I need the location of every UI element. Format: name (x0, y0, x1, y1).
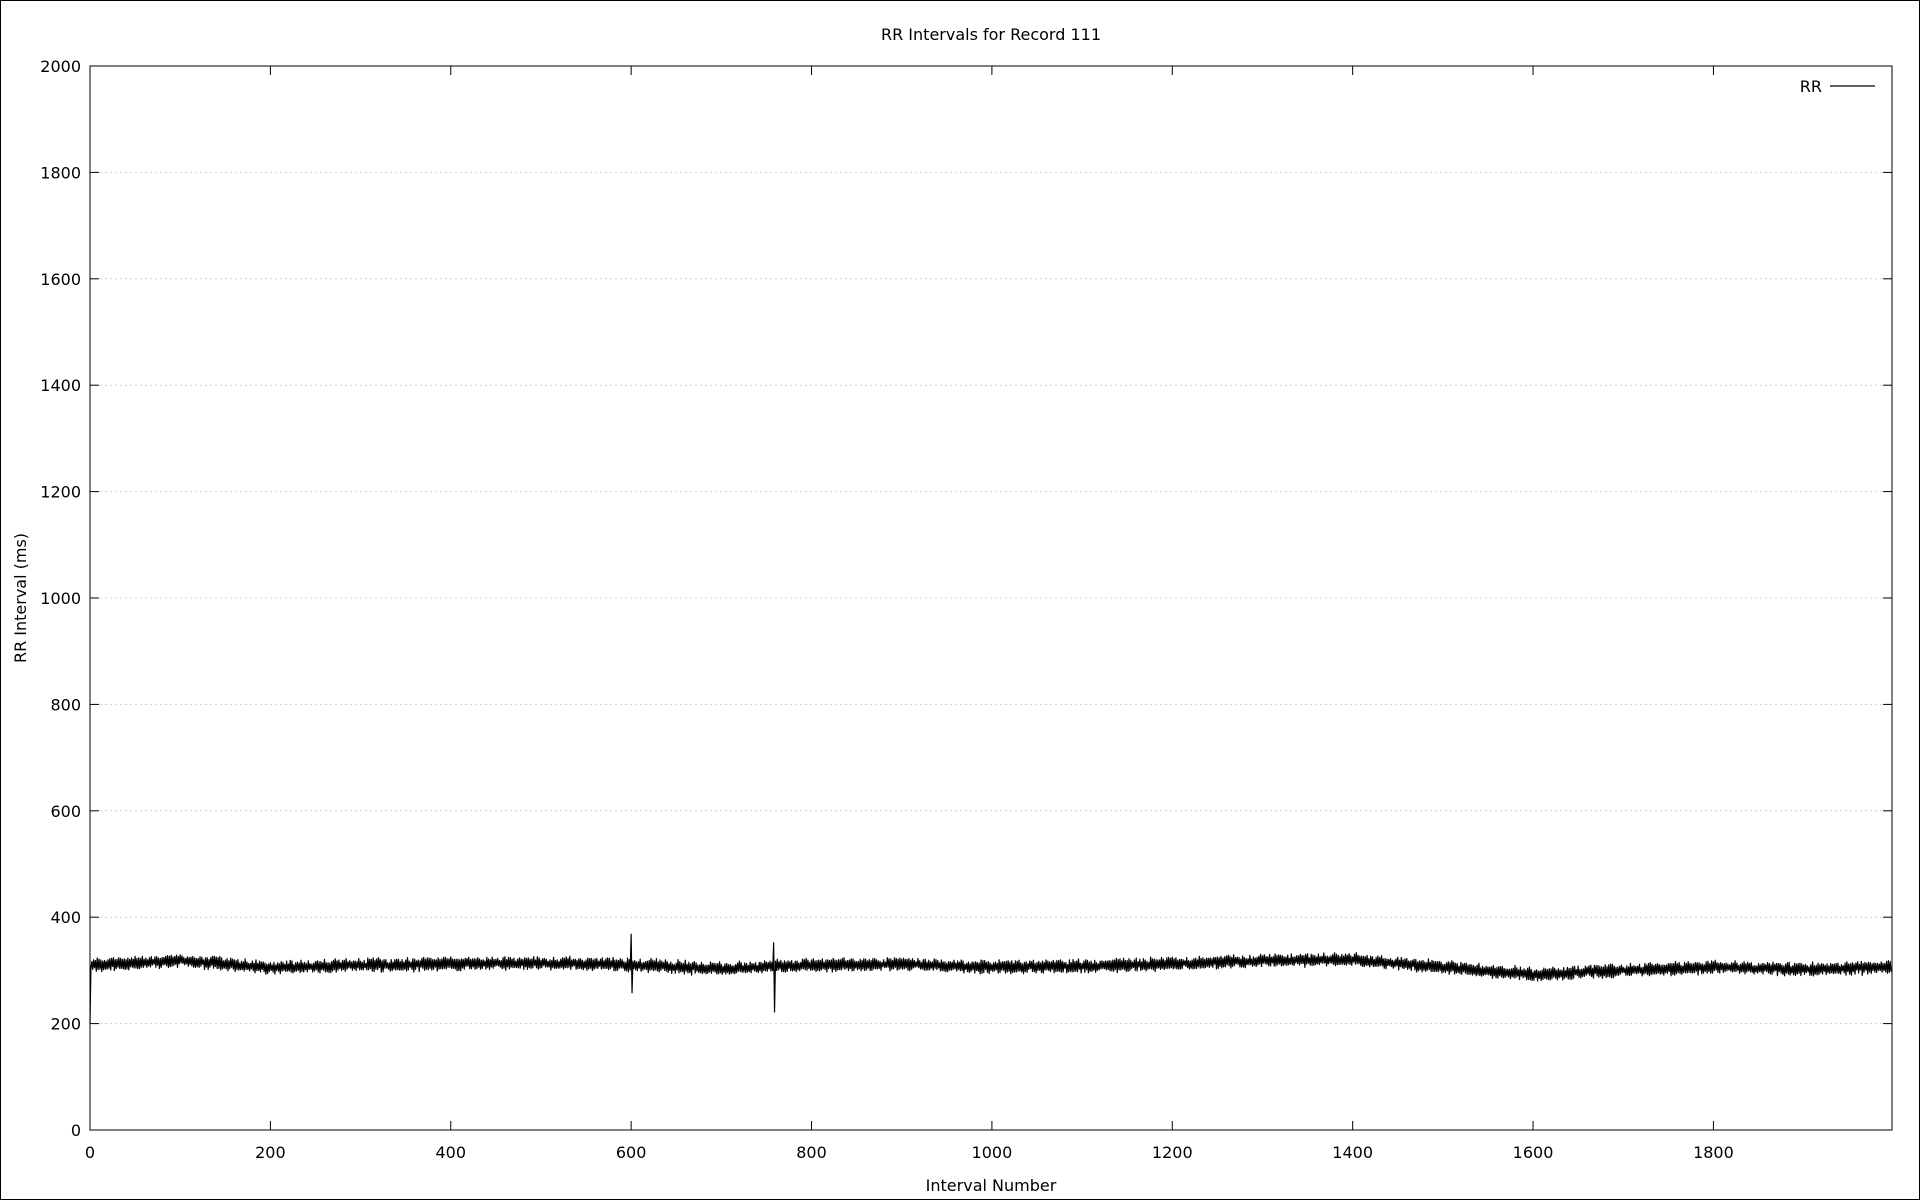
y-tick-label: 800 (50, 695, 81, 714)
y-tick-labels: 0 200 400 600 800 1000 1200 1400 1600 1800 2000 (40, 57, 81, 1140)
y-tick-label: 600 (50, 802, 81, 821)
x-tick-label: 1800 (1693, 1143, 1734, 1162)
x-tick-labels: 0 200 400 600 800 1000 1200 1400 1600 1800 (85, 1143, 1734, 1162)
legend-label-rr: RR (1800, 77, 1822, 96)
y-tick-label: 1600 (40, 270, 81, 289)
x-tick-label: 1200 (1152, 1143, 1193, 1162)
y-tick-label: 2000 (40, 57, 81, 76)
x-tick-label: 1400 (1332, 1143, 1373, 1162)
x-tick-label: 600 (616, 1143, 647, 1162)
y-tick-label: 1200 (40, 483, 81, 502)
y-tick-label: 1400 (40, 376, 81, 395)
x-tick-label: 0 (85, 1143, 95, 1162)
x-tick-label: 400 (435, 1143, 466, 1162)
x-tick-label: 800 (796, 1143, 827, 1162)
series-line-rr (89, 933, 1892, 1024)
y-tick-label: 0 (71, 1121, 81, 1140)
grid-lines (90, 171, 1892, 1024)
chart-title: RR Intervals for Record 111 (881, 25, 1101, 44)
legend: RR (1800, 77, 1875, 96)
x-tick-label: 1600 (1513, 1143, 1554, 1162)
y-tick-label: 1000 (40, 589, 81, 608)
x-tick-label: 200 (255, 1143, 286, 1162)
x-tick-label: 1000 (972, 1143, 1013, 1162)
x-axis-label: Interval Number (926, 1176, 1057, 1195)
axis-ticks (89, 65, 1892, 1131)
y-tick-label: 1800 (40, 163, 81, 182)
y-axis-label: RR Interval (ms) (11, 533, 30, 663)
y-tick-label: 400 (50, 908, 81, 927)
y-tick-label: 200 (50, 1015, 81, 1034)
